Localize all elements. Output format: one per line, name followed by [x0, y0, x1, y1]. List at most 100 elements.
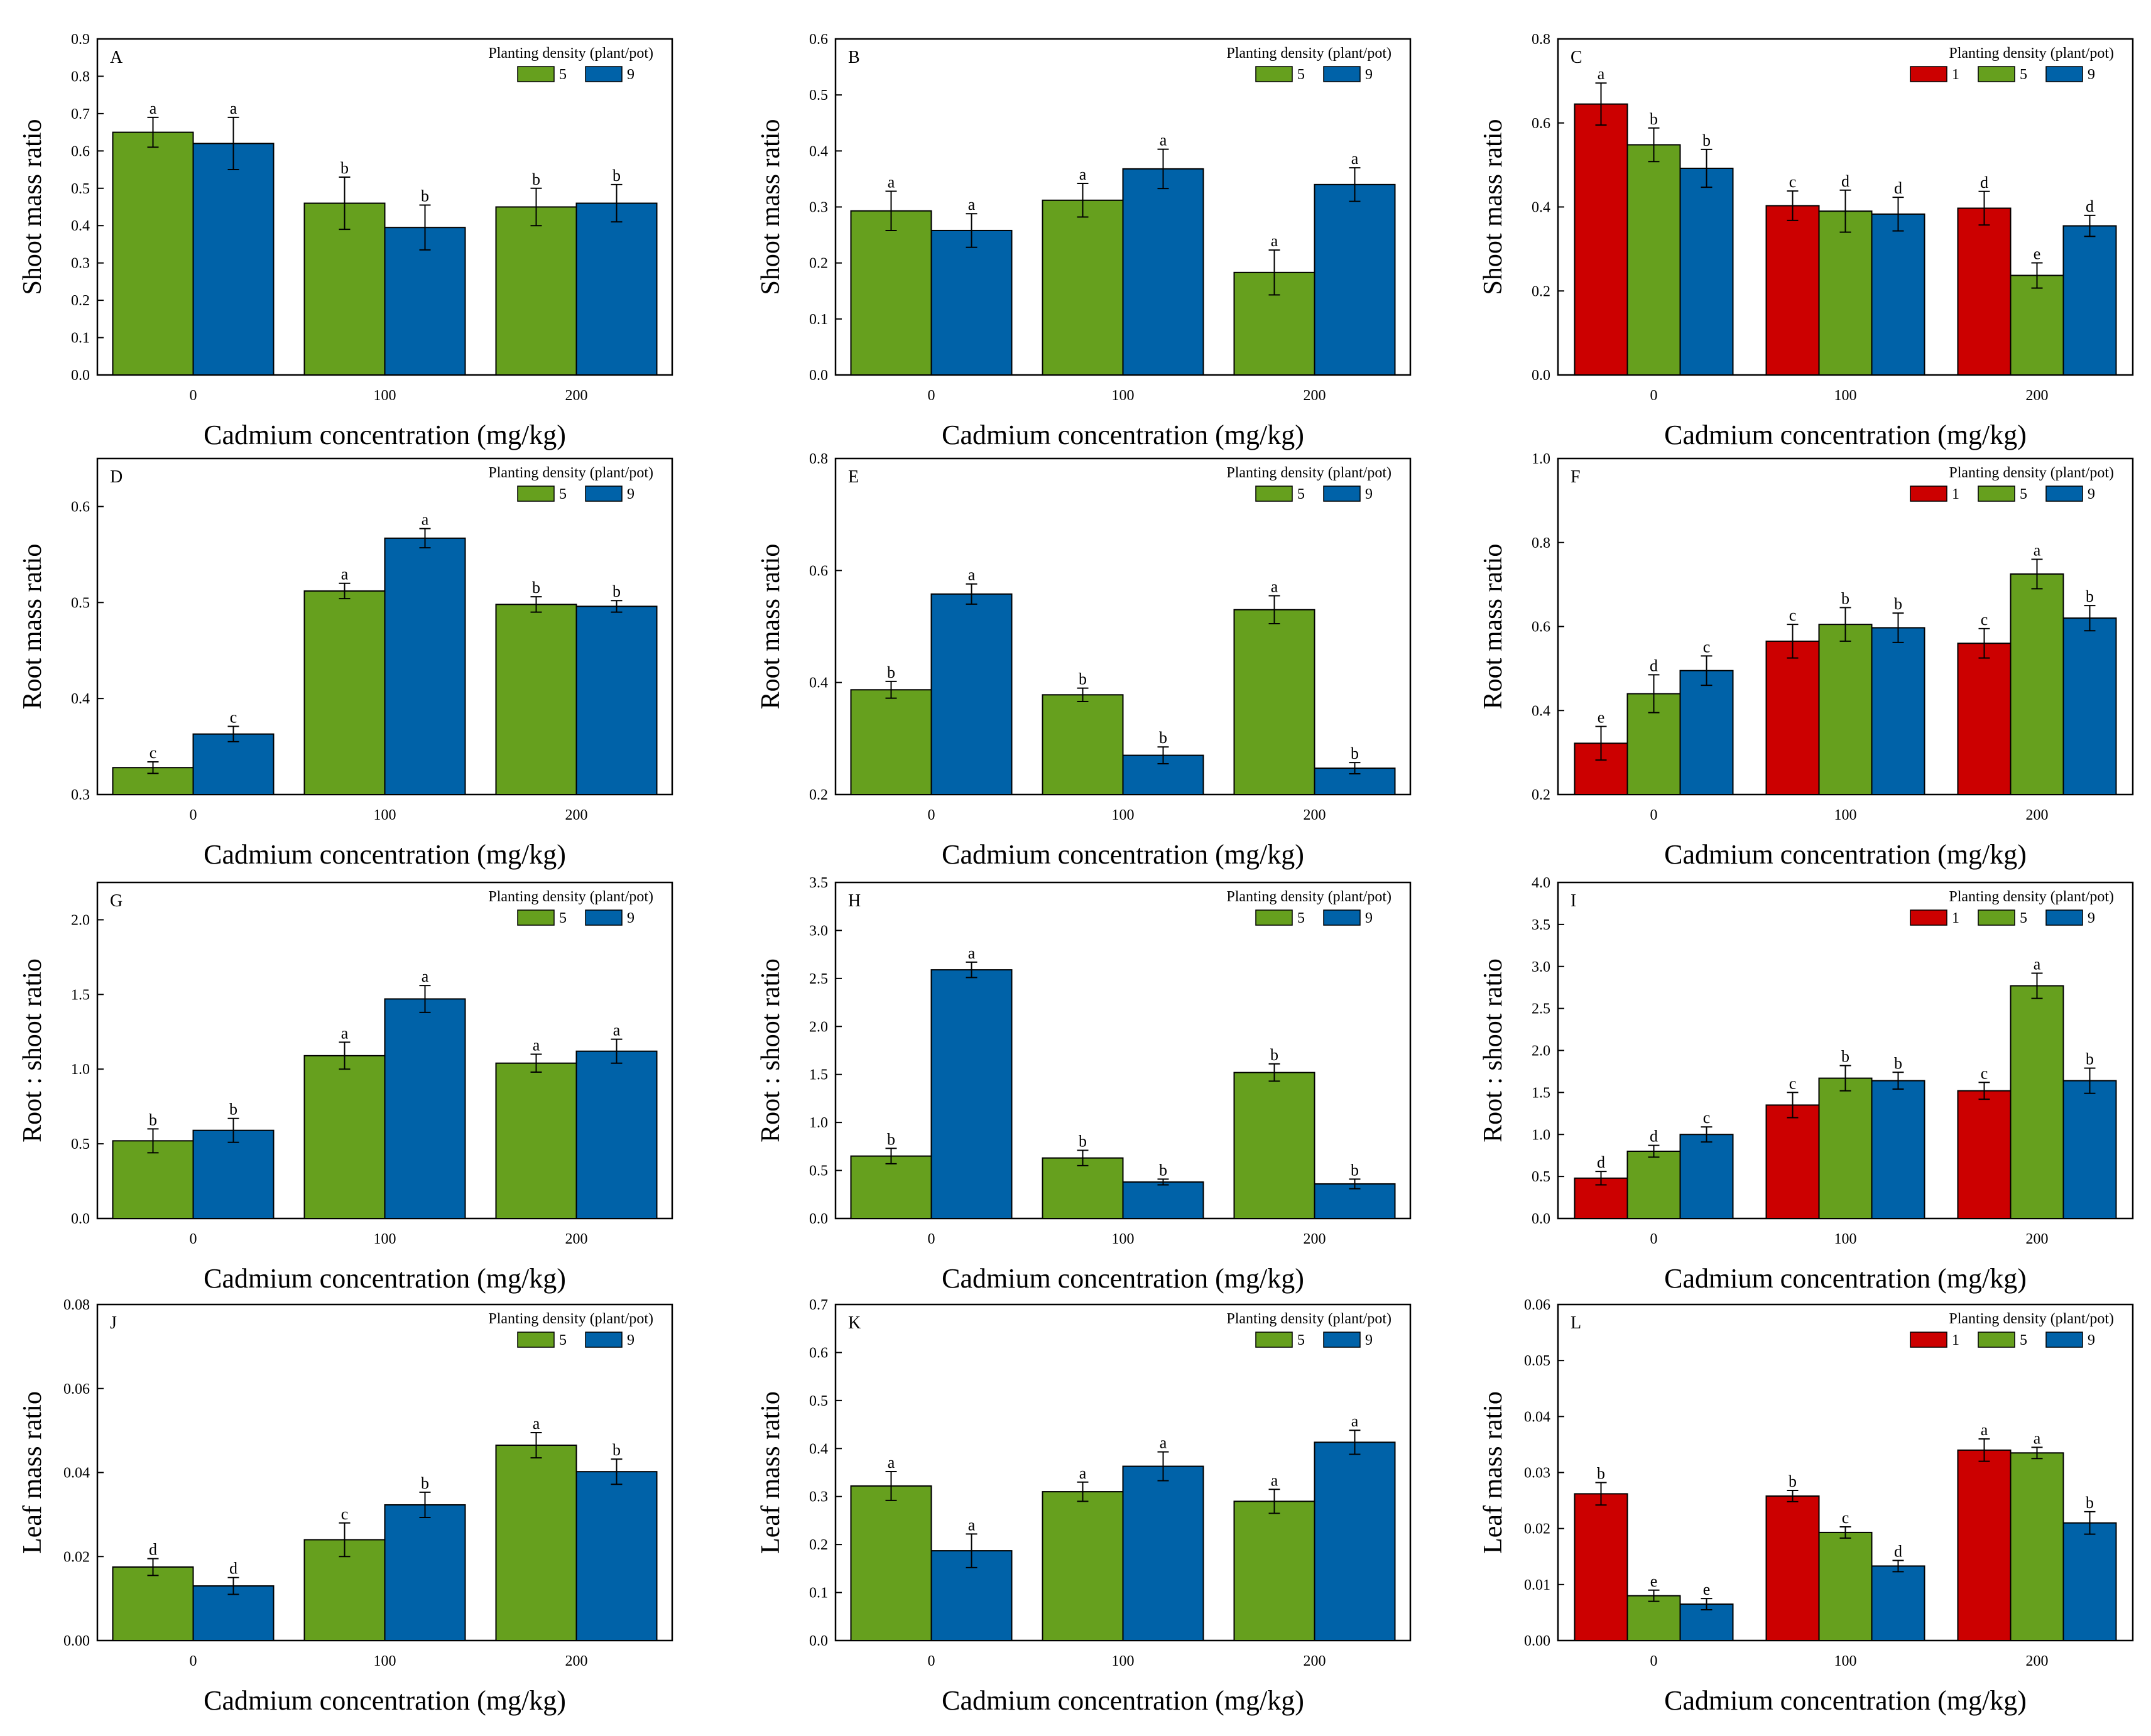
significance-letter: b — [1351, 1161, 1359, 1179]
x-tick-label: 100 — [374, 807, 396, 823]
significance-letter: d — [149, 1541, 157, 1559]
bar — [2010, 1452, 2064, 1642]
y-tick-label: 0.4 — [809, 143, 828, 160]
y-tick-label: 0.08 — [63, 1297, 90, 1313]
legend-item-label: 5 — [2020, 67, 2027, 83]
legend-item-label: 9 — [627, 486, 634, 502]
bar — [1233, 1500, 1315, 1642]
significance-letter: a — [888, 173, 895, 192]
y-tick-label: 0.1 — [809, 312, 828, 328]
y-tick-label: 3.5 — [809, 875, 828, 891]
significance-letter: b — [613, 1441, 621, 1459]
significance-letter: e — [2034, 244, 2041, 263]
y-tick-label: 0.3 — [809, 1489, 828, 1505]
y-tick-label: 0.04 — [63, 1465, 90, 1482]
y-tick-label: 3.0 — [809, 923, 828, 939]
significance-letter: a — [1981, 1421, 1988, 1439]
y-tick-label: 0.00 — [1524, 1633, 1550, 1649]
legend-swatch — [517, 909, 555, 926]
bar — [1871, 1080, 1925, 1220]
legend-item-label: 5 — [1297, 486, 1305, 502]
significance-letter: a — [230, 99, 237, 117]
y-tick-label: 2.0 — [71, 912, 90, 928]
y-tick-label: 0.6 — [1532, 619, 1550, 636]
significance-letter: c — [1981, 610, 1988, 629]
bar — [1042, 694, 1124, 795]
bar — [1122, 754, 1204, 796]
significance-letter: b — [887, 663, 895, 681]
legend-swatch — [1323, 909, 1361, 926]
y-tick-label: 0.6 — [71, 143, 90, 160]
legend-swatch — [585, 486, 623, 502]
y-tick-label: 0.01 — [1524, 1577, 1550, 1593]
legend-title: Planting density (plant/pot) — [1949, 1311, 2114, 1327]
y-tick-label: 3.0 — [1532, 959, 1550, 975]
legend-item-label: 9 — [2088, 1332, 2095, 1348]
significance-letter: a — [1271, 577, 1278, 595]
significance-letter: a — [968, 195, 976, 214]
x-tick-label: 0 — [1650, 388, 1658, 404]
legend-swatch — [1323, 1332, 1361, 1348]
significance-letter: b — [1650, 110, 1658, 128]
legend-title: Planting density (plant/pot) — [1949, 889, 2114, 905]
y-tick-label: 0.5 — [71, 1136, 90, 1153]
y-axis-label: Root : shoot ratio — [18, 958, 47, 1142]
significance-letter: a — [2034, 541, 2041, 560]
legend-item-label: 1 — [1952, 67, 1959, 83]
chart-panel-K: 0.0 0.1 0.2 0.3 0.4 0.5 0.6 0.7 0 a a 100 a a 200 a a K Pl… — [756, 1297, 1412, 1716]
y-tick-label: 1.0 — [1532, 451, 1550, 467]
bar — [112, 131, 194, 376]
bar — [575, 605, 658, 796]
significance-letter: c — [1703, 637, 1711, 656]
bar — [575, 202, 658, 376]
y-axis-label: Root : shoot ratio — [1479, 958, 1508, 1142]
y-axis-label: Root : shoot ratio — [756, 958, 785, 1142]
y-tick-label: 0.2 — [1532, 283, 1550, 300]
bar — [1818, 624, 1873, 795]
x-tick-label: 100 — [1112, 1653, 1135, 1669]
significance-letter: b — [1351, 744, 1359, 762]
legend-swatch — [2045, 909, 2083, 926]
y-tick-label: 0.03 — [1524, 1465, 1550, 1482]
y-tick-label: 0.0 — [71, 367, 90, 384]
bar — [1626, 1151, 1681, 1219]
significance-letter: b — [1702, 131, 1711, 149]
panel-letter: J — [110, 1313, 117, 1333]
bar — [575, 1471, 658, 1642]
significance-letter: c — [1789, 1074, 1797, 1092]
legend-item-label: 5 — [1297, 67, 1305, 83]
y-tick-label: 0.0 — [809, 367, 828, 384]
legend-swatch — [1323, 486, 1361, 502]
legend-swatch — [1255, 486, 1293, 502]
bar — [1314, 1183, 1396, 1220]
bar — [930, 593, 1013, 795]
bar — [1233, 609, 1315, 795]
y-tick-label: 1.0 — [71, 1061, 90, 1078]
legend-item-label: 5 — [559, 910, 567, 926]
panel-letter: K — [848, 1313, 861, 1333]
x-tick-label: 200 — [2026, 1653, 2049, 1669]
significance-letter: a — [2034, 955, 2041, 973]
y-tick-label: 0.06 — [63, 1381, 90, 1397]
y-tick-label: 0.6 — [809, 31, 828, 48]
y-tick-label: 0.02 — [63, 1549, 90, 1565]
significance-letter: b — [1841, 589, 1849, 607]
legend-swatch — [585, 1332, 623, 1348]
panel-letter: L — [1571, 1313, 1581, 1333]
y-tick-label: 0.1 — [809, 1585, 828, 1602]
legend-swatch — [1978, 909, 2015, 926]
y-axis-label: Leaf mass ratio — [1479, 1391, 1508, 1554]
x-tick-label: 0 — [190, 807, 197, 823]
significance-letter: b — [613, 582, 621, 600]
y-axis-label: Leaf mass ratio — [756, 1391, 785, 1554]
panel-letter: I — [1571, 891, 1576, 911]
bar — [1765, 205, 1820, 376]
y-tick-label: 0.2 — [809, 256, 828, 272]
significance-letter: b — [149, 1110, 157, 1129]
panel-letter: F — [1571, 467, 1581, 487]
significance-letter: c — [1789, 173, 1797, 191]
x-tick-label: 200 — [1304, 1231, 1326, 1247]
significance-letter: a — [1271, 1471, 1278, 1489]
legend-swatch — [2045, 66, 2083, 82]
significance-letter: e — [1650, 1572, 1658, 1590]
